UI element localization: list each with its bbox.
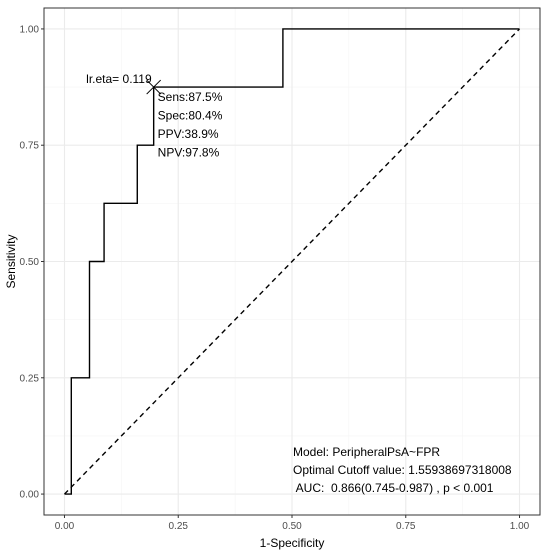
cutoff-marker-layer [146, 79, 162, 95]
x-axis-title: 1-Specificity [260, 536, 325, 550]
y-tick-label: 0.75 [20, 141, 40, 152]
roc-curve [64, 28, 520, 495]
x-tick-label: 0.50 [282, 521, 302, 532]
optimal-cutoff-annotation: Optimal Cutoff value: 1.55938697318008 [293, 463, 512, 477]
metrics-annotation: Sens:87.5% Spec:80.4% PPV:38.9% NPV:97.8% [158, 90, 223, 160]
cutoff-label: lr.eta= 0.119 [86, 72, 152, 86]
data-series [63, 28, 521, 495]
y-tick-label: 0.25 [20, 373, 40, 384]
y-tick-label: 0.50 [20, 257, 40, 268]
reference-diagonal-line [63, 28, 521, 495]
cutoff-marker-stroke [146, 79, 162, 95]
metric-label: Spec:80.4% [158, 109, 223, 123]
x-tick-label: 0.00 [55, 521, 75, 532]
y-tick-label: 1.00 [20, 24, 40, 35]
y-axis-ticks: 0.00 0.25 0.50 0.75 1.00 [20, 24, 44, 501]
metric-label: Sens:87.5% [158, 90, 223, 104]
x-tick-label: 1.00 [510, 521, 530, 532]
metric-label: NPV:97.8% [158, 146, 220, 160]
auc-annotation: AUC: 0.866(0.745-0.987) , p < 0.001 [293, 481, 494, 495]
x-tick-label: 0.75 [396, 521, 416, 532]
x-axis-ticks: 0.00 0.25 0.50 0.75 1.00 [55, 515, 530, 532]
metric-label: PPV:38.9% [158, 127, 219, 141]
y-tick-label: 0.00 [20, 490, 40, 501]
model-annotation: Model: PeripheralPsA~FPR [293, 445, 440, 459]
x-tick-label: 0.25 [169, 521, 189, 532]
y-axis-title: Sensitivity [4, 234, 18, 288]
